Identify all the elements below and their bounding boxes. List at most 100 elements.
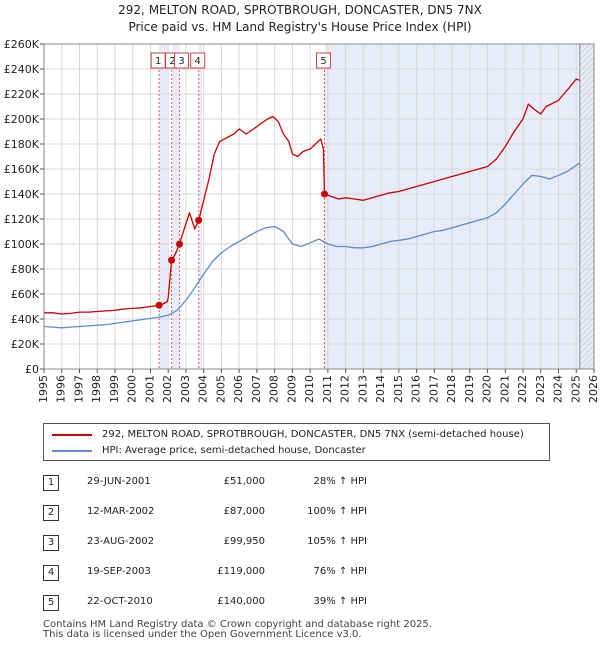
sale-hpi-change: 28% ↑ HPI: [313, 476, 367, 487]
shaded-range: [159, 44, 168, 369]
sale-row: 1 29-JUN-2001 £51,000 28% ↑ HPI: [43, 472, 403, 502]
sale-marker-box: 5: [316, 52, 331, 69]
sale-hpi-change: 100% ↑ HPI: [307, 506, 367, 517]
y-tick-label: £240K: [4, 63, 40, 76]
x-tick-label: 2010: [303, 375, 316, 403]
sale-row: 3 23-AUG-2002 £99,950 105% ↑ HPI: [43, 532, 403, 562]
chart-title-block: 292, MELTON ROAD, SPROTBROUGH, DONCASTER…: [0, 2, 600, 36]
y-tick-label: £40K: [11, 313, 40, 326]
plot-frame: [43, 43, 595, 370]
sale-date: 29-JUN-2001: [87, 476, 151, 487]
sale-number-badge: 1: [43, 475, 59, 491]
x-tick-label: 2025: [569, 375, 582, 403]
x-tick-label: 2016: [410, 375, 423, 403]
sale-date: 19-SEP-2003: [87, 566, 151, 577]
shaded-range: [324, 44, 594, 369]
y-tick-label: £140K: [4, 188, 40, 201]
y-tick-label: £160K: [4, 163, 40, 176]
y-tick-label: £180K: [4, 138, 40, 151]
sale-hpi-change: 76% ↑ HPI: [313, 566, 367, 577]
x-tick-label: 2022: [516, 375, 529, 403]
x-tick-label: 2015: [392, 375, 405, 403]
x-tick-label: 1998: [90, 375, 103, 403]
x-tick-label: 2006: [232, 375, 245, 403]
sale-row: 4 19-SEP-2003 £119,000 76% ↑ HPI: [43, 562, 403, 592]
sale-number-badge: 2: [43, 505, 59, 521]
sale-price: £51,000: [223, 476, 265, 487]
y-tick-label: £80K: [11, 263, 40, 276]
sale-point: [176, 240, 184, 248]
sale-number-badge: 5: [43, 595, 59, 611]
sales-table: 1 29-JUN-2001 £51,000 28% ↑ HPI 2 12-MAR…: [43, 472, 403, 622]
x-tick-label: 2017: [427, 375, 440, 403]
y-tick-label: £220K: [4, 88, 40, 101]
footer-copyright: Contains HM Land Registry data © Crown c…: [43, 619, 432, 630]
x-tick-label: 2013: [356, 375, 369, 403]
future-hatch: [579, 44, 594, 369]
x-tick-label: 2011: [321, 375, 334, 403]
sale-marker-label: 5: [320, 56, 326, 67]
chart-title: 292, MELTON ROAD, SPROTBROUGH, DONCASTER…: [118, 3, 482, 17]
legend-label-property: 292, MELTON ROAD, SPROTBROUGH, DONCASTER…: [102, 429, 524, 440]
sale-marker-label: 4: [195, 56, 201, 67]
x-tick-label: 2026: [587, 375, 600, 403]
x-tick-label: 2018: [445, 375, 458, 403]
series-line-hpi: [43, 162, 581, 329]
sale-number-badge: 3: [43, 535, 59, 551]
sale-marker-box: 3: [174, 52, 190, 69]
x-tick-label: 2024: [552, 375, 565, 403]
legend-label-hpi: HPI: Average price, semi-detached house,…: [102, 445, 366, 456]
y-tick-label: £60K: [11, 288, 40, 301]
y-tick-label: £120K: [4, 213, 40, 226]
y-tick-label: £200K: [4, 113, 40, 126]
x-tick-label: 2012: [339, 375, 352, 403]
sale-date: 22-OCT-2010: [87, 596, 153, 607]
legend-swatch-hpi: [52, 450, 92, 452]
x-tick-label: 2019: [463, 375, 476, 403]
chart-legend: 292, MELTON ROAD, SPROTBROUGH, DONCASTER…: [43, 423, 550, 461]
x-tick-label: 2007: [250, 375, 263, 403]
x-tick-label: 2004: [197, 375, 210, 403]
sale-date: 12-MAR-2002: [87, 506, 155, 517]
shaded-range: [198, 44, 202, 369]
x-tick-label: 1997: [72, 375, 85, 403]
sale-point: [321, 190, 328, 198]
sale-marker-label: 1: [155, 56, 161, 67]
chart-subtitle: Price paid vs. HM Land Registry's House …: [128, 20, 472, 34]
x-tick-label: 2001: [143, 375, 156, 403]
x-tick-label: 2000: [126, 375, 139, 403]
sale-point: [155, 301, 163, 309]
y-tick-label: £0: [25, 363, 39, 376]
sale-hpi-change: 105% ↑ HPI: [307, 536, 367, 547]
x-tick-label: 1996: [55, 375, 68, 403]
x-tick-label: 2021: [498, 375, 511, 403]
x-tick-label: 2014: [374, 375, 387, 403]
sale-price: £87,000: [223, 506, 265, 517]
sale-number-badge: 4: [43, 565, 59, 581]
sale-hpi-change: 39% ↑ HPI: [313, 596, 367, 607]
footer-licence: This data is licensed under the Open Gov…: [43, 629, 362, 640]
x-tick-label: 2005: [214, 375, 227, 403]
sale-marker-box: 4: [190, 52, 206, 69]
x-tick-label: 2003: [179, 375, 192, 403]
footer-attribution: Contains HM Land Registry data © Crown c…: [43, 620, 432, 640]
sale-price: £99,950: [223, 536, 265, 547]
sale-price: £119,000: [217, 566, 265, 577]
x-tick-label: 1995: [37, 375, 50, 403]
y-tick-label: £260K: [4, 38, 40, 51]
x-tick-label: 2020: [481, 375, 494, 403]
sale-point: [168, 256, 176, 264]
x-tick-label: 2008: [268, 375, 281, 403]
sale-point: [195, 216, 203, 224]
y-tick-label: £20K: [11, 338, 40, 351]
sale-price: £140,000: [217, 596, 265, 607]
sale-marker-box: 1: [150, 52, 166, 69]
x-tick-label: 1999: [108, 375, 121, 403]
sale-row: 2 12-MAR-2002 £87,000 100% ↑ HPI: [43, 502, 403, 532]
shaded-range: [171, 44, 180, 369]
sale-marker-label: 3: [178, 56, 184, 67]
legend-swatch-property: [52, 434, 92, 436]
x-tick-label: 2009: [285, 375, 298, 403]
x-tick-label: 2002: [161, 375, 174, 403]
